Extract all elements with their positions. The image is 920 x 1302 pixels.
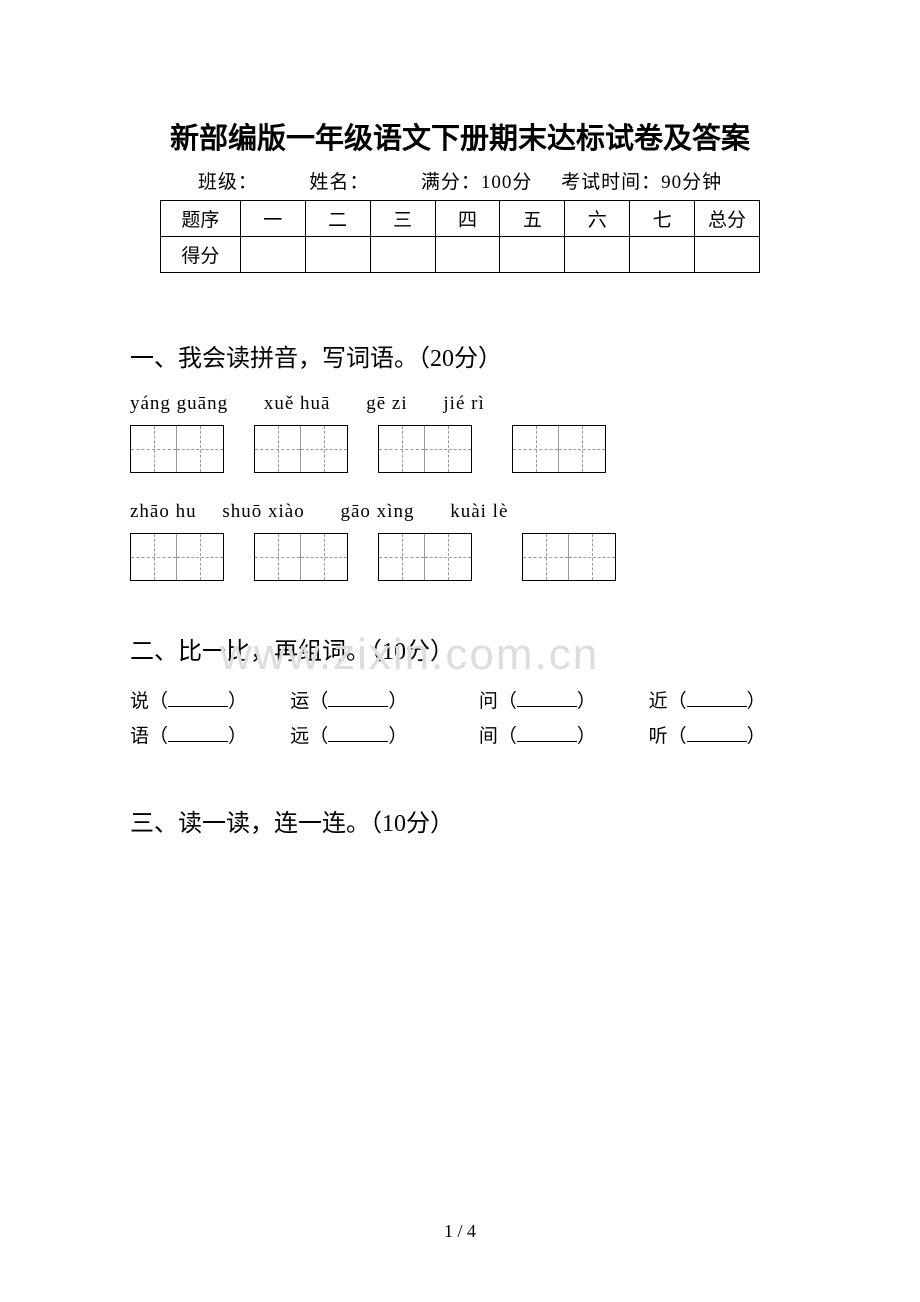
zuci-item[interactable]: 听（） bbox=[649, 721, 790, 748]
col-header: 六 bbox=[565, 201, 630, 237]
zuci-item[interactable]: 问（） bbox=[479, 686, 649, 713]
class-label: 班级： bbox=[198, 172, 258, 193]
pinyin-word: xuě huā bbox=[264, 393, 331, 415]
col-header: 三 bbox=[370, 201, 435, 237]
time-value: 90分钟 bbox=[661, 172, 722, 193]
table-row: 题序 一 二 三 四 五 六 七 总分 bbox=[161, 201, 760, 237]
pinyin-row-1: yáng guāng xuě huā gē zi jié rì bbox=[130, 393, 790, 415]
tianzige-row-2 bbox=[130, 533, 790, 581]
tianzige-pair[interactable] bbox=[130, 425, 224, 473]
col-header: 五 bbox=[500, 201, 565, 237]
col-header: 四 bbox=[435, 201, 500, 237]
zuci-item[interactable]: 间（） bbox=[479, 721, 649, 748]
score-cell[interactable] bbox=[435, 237, 500, 273]
section-2-heading: 二、比一比，再组词。（10分） bbox=[130, 631, 790, 666]
score-cell[interactable] bbox=[695, 237, 760, 273]
score-cell[interactable] bbox=[305, 237, 370, 273]
row-label: 题序 bbox=[161, 201, 241, 237]
pinyin-word: jié rì bbox=[443, 393, 484, 415]
zuci-item[interactable]: 说（） bbox=[130, 686, 290, 713]
tianzige-pair[interactable] bbox=[512, 425, 606, 473]
tianzige-pair[interactable] bbox=[378, 425, 472, 473]
section-3-heading: 三、读一读，连一连。（10分） bbox=[130, 803, 790, 838]
page-number: 1 / 4 bbox=[0, 1221, 920, 1242]
tianzige-row-1 bbox=[130, 425, 790, 473]
zuci-item[interactable]: 近（） bbox=[649, 686, 790, 713]
score-cell[interactable] bbox=[240, 237, 305, 273]
row-label: 得分 bbox=[161, 237, 241, 273]
col-header: 七 bbox=[630, 201, 695, 237]
col-header: 二 bbox=[305, 201, 370, 237]
zuci-row: 说（） 运（） 问（） 近（） bbox=[130, 686, 790, 713]
table-row: 得分 bbox=[161, 237, 760, 273]
pinyin-word: gāo xìng bbox=[340, 501, 414, 523]
section-1-heading: 一、我会读拼音，写词语。（20分） bbox=[130, 338, 790, 373]
pinyin-word: gē zi bbox=[366, 393, 407, 415]
tianzige-pair[interactable] bbox=[130, 533, 224, 581]
full-score-label: 满分： bbox=[421, 172, 481, 193]
exam-info-line: 班级： 姓名： 满分：100分 考试时间：90分钟 bbox=[130, 167, 790, 194]
pinyin-word: yáng guāng bbox=[130, 393, 228, 415]
zuci-row: 语（） 远（） 间（） 听（） bbox=[130, 721, 790, 748]
tianzige-pair[interactable] bbox=[254, 425, 348, 473]
score-cell[interactable] bbox=[500, 237, 565, 273]
pinyin-word: shuō xiào bbox=[222, 501, 304, 523]
score-cell[interactable] bbox=[565, 237, 630, 273]
zuci-item[interactable]: 语（） bbox=[130, 721, 290, 748]
tianzige-pair[interactable] bbox=[254, 533, 348, 581]
zuci-item[interactable]: 远（） bbox=[290, 721, 479, 748]
pinyin-word: zhāo hu bbox=[130, 501, 197, 523]
score-table: 题序 一 二 三 四 五 六 七 总分 得分 bbox=[160, 200, 760, 273]
zuci-item[interactable]: 运（） bbox=[290, 686, 479, 713]
pinyin-row-2: zhāo hu shuō xiào gāo xìng kuài lè bbox=[130, 501, 790, 523]
full-score-value: 100分 bbox=[481, 172, 533, 193]
col-header: 一 bbox=[240, 201, 305, 237]
tianzige-pair[interactable] bbox=[522, 533, 616, 581]
score-cell[interactable] bbox=[370, 237, 435, 273]
exam-title: 新部编版一年级语文下册期末达标试卷及答案 bbox=[130, 115, 790, 157]
tianzige-pair[interactable] bbox=[378, 533, 472, 581]
score-cell[interactable] bbox=[630, 237, 695, 273]
name-label: 姓名： bbox=[309, 172, 369, 193]
col-header: 总分 bbox=[695, 201, 760, 237]
pinyin-word: kuài lè bbox=[450, 501, 508, 523]
time-label: 考试时间： bbox=[561, 172, 661, 193]
